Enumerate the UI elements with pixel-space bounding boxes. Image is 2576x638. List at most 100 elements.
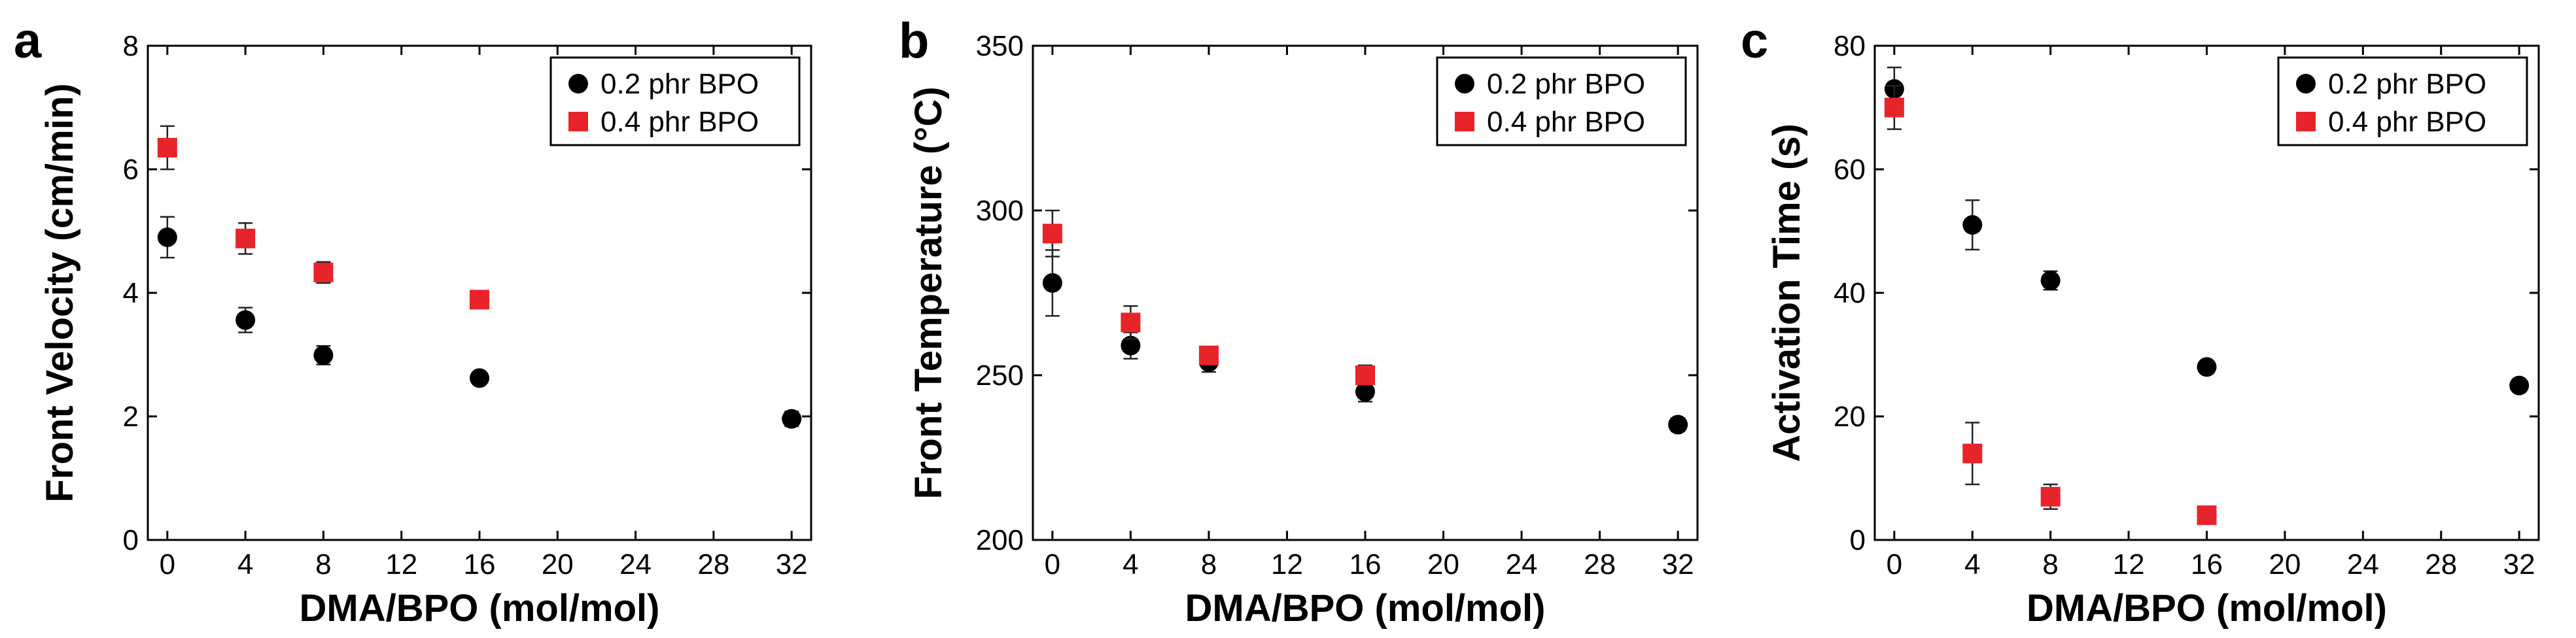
x-axis-title: DMA/BPO (mol/mol) [1185, 587, 1546, 630]
x-axis-title: DMA/BPO (mol/mol) [300, 587, 660, 630]
x-tick-label: 32 [776, 548, 808, 580]
x-tick-label: 16 [464, 548, 496, 580]
legend-label: 0.2 phr BPO [2328, 68, 2486, 100]
x-tick-label: 28 [1584, 548, 1616, 580]
y-tick-label: 2 [123, 401, 139, 433]
x-tick-label: 28 [697, 548, 729, 580]
legend-label: 0.2 phr BPO [600, 68, 759, 100]
x-tick-label: 16 [1349, 548, 1382, 580]
data-point [470, 290, 489, 310]
data-point [1668, 414, 1688, 435]
legend-label: 0.2 phr BPO [1487, 68, 1645, 100]
data-point [235, 228, 256, 248]
x-tick-label: 4 [237, 548, 253, 580]
x-tick-label: 16 [2191, 548, 2223, 580]
x-tick-label: 32 [1662, 548, 1694, 580]
data-point [2509, 375, 2530, 395]
legend: 0.2 phr BPO 0.4 phr BPO [1436, 56, 1687, 146]
data-point [2040, 486, 2061, 507]
x-tick-label: 24 [2347, 548, 2379, 580]
legend-label: 0.4 phr BPO [1487, 106, 1645, 138]
data-point [1121, 335, 1141, 356]
x-tick-label: 24 [1506, 548, 1538, 580]
data-point [470, 368, 489, 388]
data-point [313, 262, 334, 282]
y-tick-label: 200 [976, 524, 1024, 556]
data-point [1962, 215, 1983, 235]
data-point [1355, 382, 1375, 402]
chart-panel-b: 0 4 8 12 16 20 24 28 32 200 250 300 350 DMA/BPO (mol/… [899, 13, 1699, 630]
data-point [157, 227, 177, 247]
y-tick-label: 0 [123, 524, 139, 556]
y-axis-title: Front Velocity (cm/min) [39, 83, 81, 502]
data-point [1121, 312, 1141, 333]
data-point [1884, 97, 1904, 118]
y-axis-title: Front Temperature (°C) [907, 86, 950, 499]
x-tick-label: 12 [385, 548, 417, 580]
data-point [1962, 443, 1983, 463]
data-point [1042, 273, 1062, 293]
chart-panel-c: 0 4 8 12 16 20 24 28 32 0 20 40 60 80 DMA/BPO (mol/mol… [1741, 13, 2540, 630]
panel-label: c [1741, 13, 1768, 69]
x-tick-label: 20 [1427, 548, 1459, 580]
y-tick-label: 300 [976, 195, 1024, 227]
legend-marker [2296, 74, 2316, 93]
x-tick-label: 8 [315, 548, 331, 580]
data-point [1198, 345, 1219, 365]
legend-label: 0.4 phr BPO [600, 106, 759, 138]
series-0-2-phr-bpo [157, 216, 802, 429]
x-tick-label: 4 [1123, 548, 1138, 580]
x-tick-label: 0 [1887, 548, 1902, 580]
y-tick-label: 8 [123, 30, 139, 62]
panel-label: a [14, 13, 42, 69]
y-tick-label: 40 [1834, 277, 1866, 309]
x-tick-label: 24 [619, 548, 652, 580]
series-0-4-phr-bpo [157, 125, 489, 310]
x-tick-label: 8 [2042, 548, 2058, 580]
x-tick-label: 32 [2503, 548, 2535, 580]
data-point [782, 409, 802, 429]
x-axis-title: DMA/BPO (mol/mol) [2027, 587, 2387, 630]
x-tick-label: 28 [2425, 548, 2457, 580]
series-0-4-phr-bpo [1042, 209, 1375, 386]
legend-marker [568, 112, 588, 131]
y-tick-label: 4 [123, 277, 139, 309]
legend-marker [568, 74, 588, 93]
y-tick-label: 0 [1850, 524, 1866, 556]
y-tick-label: 80 [1834, 30, 1866, 62]
data-point [157, 137, 177, 158]
y-tick-label: 6 [123, 154, 139, 186]
data-point [2197, 505, 2217, 526]
y-axis-title: Activation Time (s) [1766, 124, 1808, 462]
data-point [313, 345, 334, 365]
x-tick-label: 0 [160, 548, 175, 580]
legend-box [2277, 56, 2528, 146]
x-tick-label: 8 [1201, 548, 1217, 580]
data-point [2197, 357, 2217, 377]
y-tick-label: 60 [1834, 154, 1866, 186]
legend-box [1436, 56, 1687, 146]
x-tick-label: 12 [1271, 548, 1303, 580]
x-tick-label: 4 [1964, 548, 1980, 580]
legend-marker [2296, 112, 2316, 131]
legend-box [549, 56, 801, 146]
data-point [2040, 271, 2061, 291]
series-0-2-phr-bpo [1042, 249, 1688, 435]
legend: 0.2 phr BPO 0.4 phr BPO [2277, 56, 2528, 146]
legend-label: 0.4 phr BPO [2328, 106, 2486, 138]
x-tick-label: 12 [2113, 548, 2145, 580]
x-tick-label: 0 [1045, 548, 1060, 580]
series-0-4-phr-bpo [1884, 85, 2217, 526]
legend: 0.2 phr BPO 0.4 phr BPO [549, 56, 801, 146]
y-tick-label: 350 [976, 30, 1024, 62]
data-point [1042, 224, 1062, 244]
y-tick-label: 250 [976, 360, 1024, 392]
legend-marker [1455, 112, 1474, 131]
panel-label: b [899, 13, 929, 69]
data-point [235, 310, 256, 330]
legend-marker [1455, 74, 1474, 93]
data-point [1355, 365, 1375, 385]
x-tick-label: 20 [2269, 548, 2301, 580]
